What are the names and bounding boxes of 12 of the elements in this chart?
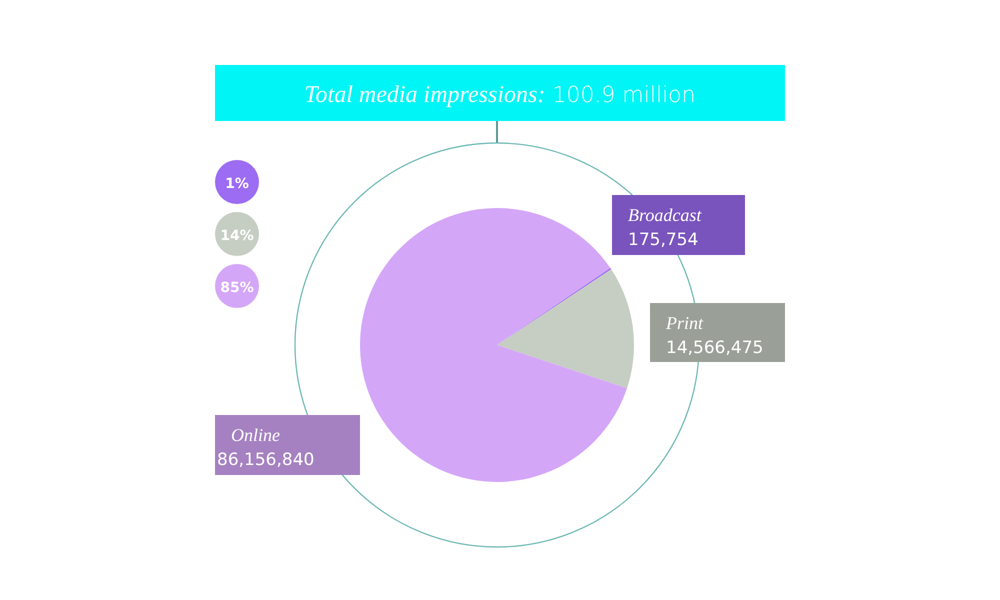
pie-slice bbox=[360, 208, 627, 482]
data-label: 175,754 bbox=[628, 230, 698, 250]
text: 85% bbox=[220, 280, 254, 296]
data-label: 14,566,475 bbox=[666, 338, 764, 358]
chart-title: Total media impressions: 100.9 million bbox=[304, 82, 696, 108]
slice-label: Print bbox=[665, 313, 704, 333]
text: 14% bbox=[220, 228, 254, 244]
pie-slice bbox=[497, 269, 634, 388]
slice-label: Broadcast bbox=[628, 205, 702, 225]
text: 1% bbox=[225, 176, 249, 192]
slice-label: Online bbox=[231, 425, 280, 445]
data-label: 86,156,840 bbox=[217, 450, 314, 470]
